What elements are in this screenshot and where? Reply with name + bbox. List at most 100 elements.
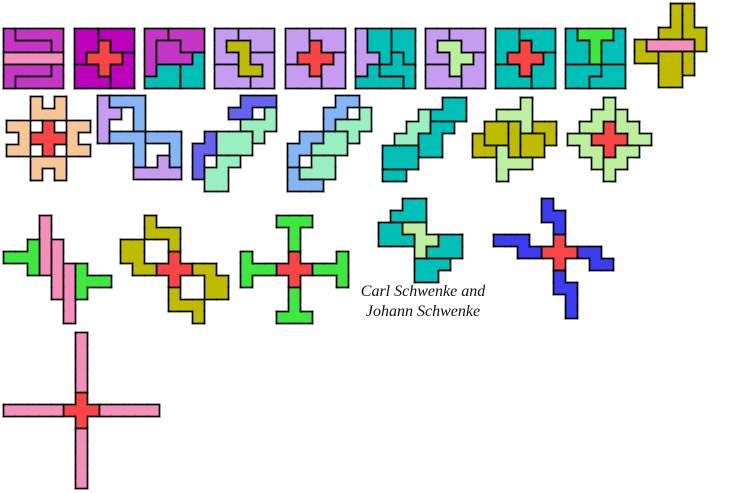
piece	[298, 154, 336, 180]
piece	[552, 269, 578, 319]
piece	[425, 233, 463, 259]
piece	[284, 63, 322, 89]
piece	[191, 130, 217, 180]
piece	[389, 197, 427, 223]
figure-staircase-royalblue-aqua	[191, 94, 277, 192]
figure-staircase-lightblue-aqua	[286, 94, 372, 192]
piece	[65, 119, 91, 157]
piece	[29, 95, 67, 121]
piece	[275, 214, 313, 252]
piece	[5, 119, 31, 157]
piece	[540, 197, 566, 235]
piece	[179, 51, 205, 89]
piece	[614, 108, 652, 146]
piece	[588, 63, 626, 89]
piece	[495, 96, 533, 134]
figure-staircase-teal	[381, 96, 467, 182]
piece	[203, 154, 241, 192]
piece	[213, 63, 251, 89]
figure-square-4	[213, 27, 275, 89]
piece	[381, 144, 419, 170]
piece	[132, 154, 182, 180]
piece	[530, 51, 556, 89]
piece	[143, 214, 181, 252]
piece	[540, 233, 578, 271]
piece	[62, 262, 76, 324]
piece	[74, 331, 88, 393]
figure-diamond-lightgreen	[566, 96, 652, 182]
piece	[429, 96, 467, 122]
piece	[108, 130, 146, 168]
figure-square-8	[494, 27, 556, 89]
piece	[237, 27, 275, 53]
piece	[191, 262, 229, 300]
figure-square-5	[284, 27, 346, 89]
piece	[564, 27, 590, 65]
piece	[495, 144, 533, 182]
piece	[249, 51, 275, 89]
piece	[239, 106, 277, 144]
figure-pinwheel-olive-redplus	[119, 214, 229, 324]
piece	[2, 51, 64, 65]
piece	[109, 51, 135, 89]
piece	[334, 106, 372, 144]
credit-line-1: Carl Schwenke and	[360, 283, 486, 300]
figure-pinwheel-blue-redplus	[492, 197, 614, 319]
piece	[518, 27, 556, 53]
piece	[681, 2, 707, 52]
piece	[657, 50, 683, 88]
piece	[492, 233, 542, 259]
piece	[155, 250, 193, 288]
figure-big-pink-cross	[2, 331, 160, 489]
piece	[239, 250, 277, 288]
piece	[98, 403, 160, 417]
credit-line-2: Johann Schwenke	[365, 303, 481, 320]
piece	[73, 63, 111, 89]
piece	[308, 27, 346, 53]
figure-s-shape-teal-green	[377, 197, 463, 283]
piece	[2, 238, 40, 276]
figure-square-9	[564, 27, 626, 89]
piece	[413, 257, 451, 283]
piece	[2, 403, 64, 417]
piece	[354, 63, 404, 89]
piece	[366, 27, 392, 65]
figure-square-3	[143, 27, 205, 89]
piece	[483, 120, 509, 146]
piece	[62, 391, 100, 429]
piece	[645, 38, 695, 52]
piece	[275, 286, 313, 324]
figure-zigzag-pink-green	[2, 214, 112, 324]
piece	[74, 262, 112, 300]
piece	[460, 51, 486, 89]
piece	[50, 238, 64, 300]
piece	[448, 27, 486, 53]
piece	[576, 245, 614, 271]
piece	[633, 38, 659, 64]
piece	[275, 250, 313, 288]
piece	[602, 144, 640, 182]
figure-square-6	[354, 27, 416, 89]
figure-square-2	[73, 27, 135, 89]
piece	[29, 119, 67, 157]
credit-text: Carl Schwenke and Johann Schwenke	[338, 282, 508, 322]
piece	[657, 2, 683, 40]
piece	[167, 286, 205, 324]
figure-square-7	[424, 27, 486, 89]
piece	[322, 94, 360, 132]
piece	[320, 51, 346, 89]
figure-square-1	[2, 27, 64, 89]
piece	[311, 250, 349, 288]
figure-cross-green-redplus	[239, 214, 349, 324]
piece	[424, 63, 462, 89]
piece	[507, 120, 521, 158]
piece	[681, 50, 695, 76]
piece	[377, 221, 415, 247]
piece	[74, 427, 88, 489]
figure-cross-peach	[5, 95, 91, 181]
piece	[38, 214, 52, 276]
figure-pinwheel-olive-green	[471, 96, 557, 182]
piece	[215, 130, 253, 156]
figure-interlock-blue-purple	[96, 94, 182, 180]
piece	[97, 27, 135, 53]
